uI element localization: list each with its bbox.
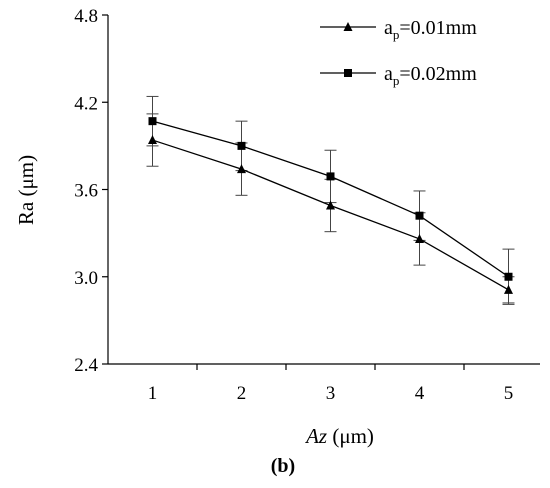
series-markers [148, 117, 513, 294]
y-tick-label: 3.6 [74, 181, 98, 202]
x-axis-title-unit: (μm) [327, 424, 374, 448]
legend-label-2: ap=0.02mm [384, 63, 477, 88]
data-point-triangle [237, 164, 246, 174]
x-axis-title-italic: Az [304, 424, 327, 448]
data-point-square [326, 172, 335, 181]
axes [102, 14, 540, 370]
data-point-square [148, 117, 157, 126]
x-tick-label: 5 [504, 383, 514, 404]
legend-item-1: ap=0.01mm [320, 17, 477, 42]
y-tick-label: 2.4 [74, 355, 98, 376]
error-bars [146, 95, 515, 305]
legend-marker-2 [344, 69, 352, 77]
y-axis-title: Ra (μm) [14, 155, 38, 225]
legend-label-2-base: a [384, 63, 393, 85]
legend-marker-1 [343, 22, 353, 31]
y-tick-label: 3.0 [74, 268, 98, 289]
legend-label-2-sub: p [393, 73, 400, 88]
figure-caption: (b) [271, 455, 295, 477]
x-tick-label: 3 [326, 383, 336, 404]
data-point-square [237, 141, 246, 150]
x-tick-label: 4 [415, 383, 425, 404]
data-point-triangle [504, 284, 513, 294]
data-point-square [415, 211, 424, 220]
tick-labels: 2.4 3.0 3.6 4.2 4.8 1 2 3 4 5 [74, 6, 513, 404]
legend-label-1-sub: p [393, 27, 400, 42]
legend-item-2: ap=0.02mm [320, 63, 477, 88]
x-tick-label: 1 [148, 383, 158, 404]
legend-label-1: ap=0.01mm [384, 17, 477, 42]
data-point-triangle [326, 200, 335, 210]
legend-label-2-rest: =0.02mm [399, 63, 477, 85]
legend-label-1-rest: =0.01mm [399, 17, 477, 39]
legend: ap=0.01mm ap=0.02mm [320, 17, 477, 88]
data-point-square [504, 272, 513, 281]
x-axis-title: Az (μm) [304, 424, 374, 448]
data-point-triangle [415, 233, 424, 243]
y-tick-label: 4.2 [74, 93, 98, 114]
legend-label-1-base: a [384, 17, 393, 39]
x-tick-label: 2 [237, 383, 247, 404]
y-tick-label: 4.8 [74, 6, 98, 27]
data-point-triangle [148, 135, 157, 145]
